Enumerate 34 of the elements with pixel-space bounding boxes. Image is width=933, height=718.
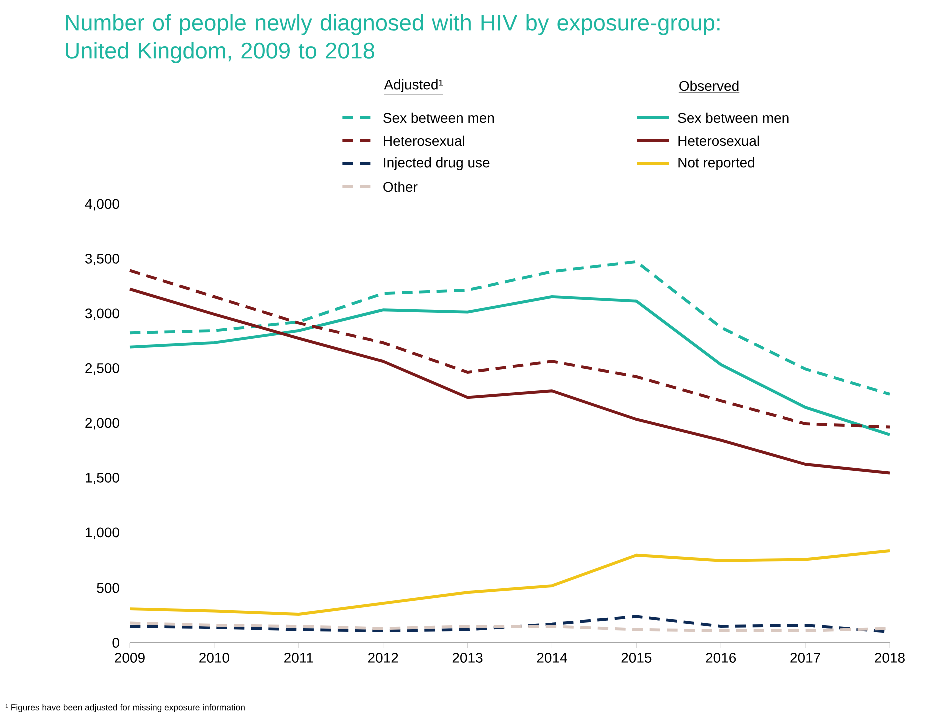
- legend-label: Heterosexual: [384, 136, 464, 146]
- x-tick-label: 2018: [875, 653, 905, 663]
- line-series: [128, 260, 892, 396]
- y-tick-label: 1,500: [86, 472, 120, 485]
- line-series: [128, 288, 892, 475]
- y-tick-label: 1,000: [86, 528, 120, 540]
- x-tick-label: 2012: [368, 653, 398, 663]
- legend-label: Not reported: [678, 157, 754, 171]
- y-tick-label: 2,000: [86, 418, 120, 430]
- y-tick-label: 500: [97, 583, 120, 594]
- y-tick-label: 3,000: [85, 308, 120, 320]
- x-tick-label: 2013: [452, 653, 483, 663]
- x-tick-label: 2016: [706, 653, 736, 663]
- x-tick-label: 2015: [622, 653, 652, 663]
- line-series: [128, 296, 892, 436]
- x-tick-label: 2017: [790, 653, 820, 663]
- y-tick-label: 4,000: [85, 199, 120, 211]
- text: ¹ Figures have been adjusted for missing exposure information: [6, 704, 245, 712]
- x-tick-label: 2011: [284, 653, 314, 663]
- legend-label: Injected drug use: [384, 157, 490, 171]
- legend-title: Adjusted¹: [384, 79, 444, 93]
- legend-label: Sex between men: [678, 112, 789, 124]
- y-tick-label: 2,500: [86, 363, 120, 376]
- x-tick-label: 2014: [537, 653, 568, 663]
- text: Observed: [680, 80, 739, 92]
- y-tick-label: 0: [112, 638, 120, 648]
- legend-label: Heterosexual: [678, 136, 760, 146]
- legend-label: Other: [384, 182, 418, 192]
- x-tick-label: 2010: [200, 653, 230, 663]
- legend-label: Sex between men: [384, 112, 494, 124]
- chart-title: Number of people newly diagnosed with HIV by exposure-group: United Kingdom, 2009 to 2018: [66, 14, 720, 64]
- x-tick-label: 2009: [115, 653, 145, 663]
- y-tick-label: 3,500: [85, 254, 120, 266]
- line-series: [128, 550, 892, 616]
